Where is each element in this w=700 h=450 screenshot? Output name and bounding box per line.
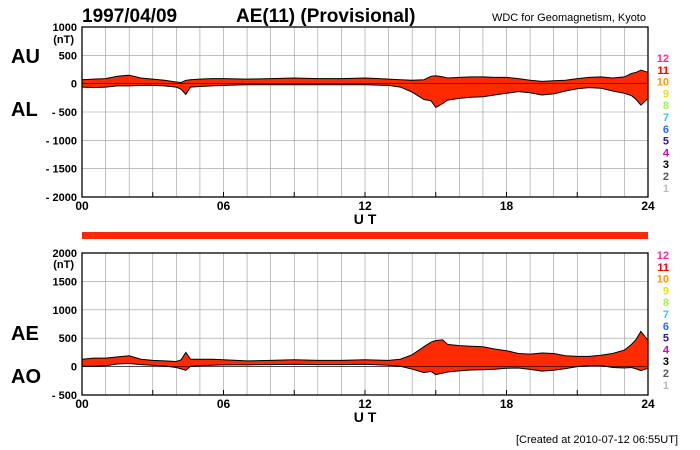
x-tick-label: 12 — [358, 397, 372, 411]
legend-number: 4 — [663, 147, 670, 159]
y-tick-label: - 2000 — [46, 192, 77, 204]
y-tick-label: 500 — [59, 333, 77, 345]
au-series-line — [81, 69, 649, 84]
y-tick-label: 1500 — [53, 276, 77, 288]
y-tick-label: - 500 — [52, 390, 77, 402]
y-tick-label: - 1000 — [46, 135, 77, 147]
y-tick-label: - 1500 — [46, 164, 77, 176]
legend-number: 5 — [663, 136, 669, 148]
legend-number: 1 — [663, 380, 669, 392]
legend-number: 10 — [657, 77, 669, 89]
x-tick-label: 24 — [641, 397, 655, 411]
legend-number: 2 — [663, 368, 669, 380]
x-tick-label: 00 — [75, 397, 89, 411]
x-tick-label: 18 — [500, 397, 514, 411]
side-label-ae: AE — [11, 323, 39, 345]
side-label-ao: AO — [11, 366, 41, 388]
legend-number: 6 — [663, 124, 669, 136]
y-tick-label: 500 — [59, 50, 77, 62]
y-tick-label: 1000 — [53, 22, 77, 34]
legend-number: 7 — [663, 309, 669, 321]
legend-number: 4 — [663, 344, 670, 356]
x-axis-label: U T — [354, 409, 377, 425]
side-label-al: AL — [11, 99, 38, 121]
legend-number: 5 — [663, 333, 669, 345]
legend-number: 10 — [657, 274, 669, 286]
x-tick-label: 18 — [500, 199, 514, 213]
legend-number: 12 — [657, 53, 669, 65]
source-label: WDC for Geomagnetism, Kyoto — [492, 12, 646, 24]
side-label-au: AU — [11, 46, 40, 68]
x-axis-label: U T — [354, 211, 377, 227]
legend-number: 9 — [663, 88, 669, 100]
legend-number: 11 — [657, 65, 669, 77]
legend-number: 9 — [663, 285, 669, 297]
legend-number: 11 — [657, 262, 669, 274]
legend-number: 12 — [657, 250, 669, 262]
legend-number: 7 — [663, 112, 669, 124]
unit-label: (nT) — [53, 34, 74, 46]
upper-panel: 1000 500 0 - 500 - 1000 - 1500 - 2000 (nT) 00 06 1… — [11, 22, 670, 227]
y-tick-label: 0 — [71, 79, 77, 91]
legend-number: 8 — [663, 297, 669, 309]
y-tick-label: 1000 — [53, 305, 77, 317]
au-al-band — [82, 70, 648, 108]
legend-number: 1 — [663, 183, 669, 195]
legend-number: 3 — [663, 356, 669, 368]
unit-label: (nT) — [53, 259, 74, 271]
al-series-line — [81, 84, 649, 109]
y-tick-label: 0 — [71, 362, 77, 374]
x-tick-label: 00 — [75, 199, 89, 213]
legend-number: 3 — [663, 159, 669, 171]
provisional-index-bar — [82, 232, 648, 239]
x-tick-label: 12 — [358, 199, 372, 213]
date-title: 1997/04/09 — [82, 6, 177, 27]
x-tick-label: 06 — [217, 397, 231, 411]
index-title: AE(11) (Provisional) — [236, 6, 416, 27]
created-timestamp: [Created at 2010-07-12 06:55UT] — [516, 434, 678, 446]
x-tick-label: 06 — [217, 199, 231, 213]
ae-series-line — [81, 330, 649, 363]
legend-number: 6 — [663, 321, 669, 333]
legend-number: 2 — [663, 171, 669, 183]
y-tick-label: 2000 — [53, 248, 77, 260]
ae-ao-band — [82, 331, 648, 375]
x-tick-label: 24 — [641, 199, 655, 213]
y-tick-label: - 500 — [52, 107, 77, 119]
legend-number: 8 — [663, 100, 669, 112]
